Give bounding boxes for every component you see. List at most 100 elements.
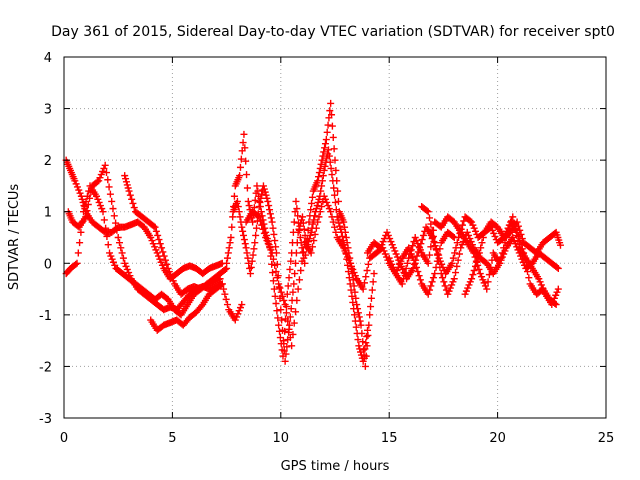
data-point-interp (362, 273, 370, 281)
data-point (294, 285, 302, 293)
data-point-interp (260, 185, 268, 193)
data-point-interp (484, 278, 492, 286)
data-point-interp (266, 210, 274, 218)
data-point-interp (400, 269, 408, 277)
data-point (556, 241, 564, 249)
data-point-interp (477, 244, 485, 252)
data-point-interp (440, 278, 448, 286)
data-point-interp (97, 171, 105, 179)
data-point-interp (289, 330, 297, 338)
data-point-interp (312, 224, 320, 232)
data-point-interp (449, 232, 457, 240)
data-point-interp (427, 220, 435, 228)
data-point-interp (400, 275, 408, 283)
data-point-interp (415, 243, 423, 251)
data-point-interp (363, 267, 371, 275)
data-point (223, 259, 231, 267)
data-point-interp (128, 195, 136, 203)
data-point-interp (270, 230, 278, 238)
data-point-interp (272, 268, 280, 276)
data-point-interp (123, 265, 131, 273)
data-point (227, 234, 235, 241)
data-point (444, 290, 452, 298)
data-point-interp (279, 337, 287, 345)
data-point-interp (317, 160, 325, 168)
data-point-interp (110, 212, 118, 220)
data-point-interp (272, 243, 280, 251)
data-point (259, 182, 267, 190)
data-point (535, 275, 543, 283)
data-point-interp (467, 238, 475, 246)
data-point-interp (293, 296, 301, 304)
data-point (359, 357, 367, 365)
data-point-interp (246, 264, 254, 272)
data-point-interp (104, 241, 112, 249)
data-point-interp (386, 235, 394, 243)
data-point-interp (271, 292, 279, 300)
data-point-interp (352, 323, 360, 331)
data-point (520, 249, 528, 257)
data-point-interp (334, 187, 342, 195)
data-point (431, 239, 439, 247)
data-point-interp (369, 278, 377, 286)
data-point-interp (413, 237, 421, 245)
data-point-interp (165, 268, 173, 276)
data-point-interp (452, 269, 460, 277)
data-point-interp (259, 225, 267, 233)
data-point-interp (125, 269, 133, 277)
data-point-interp (293, 205, 301, 213)
data-point-interp (360, 279, 368, 287)
data-point (296, 234, 304, 241)
data-point-interp (96, 174, 104, 182)
data-point-interp (100, 216, 108, 224)
data-point-interp (465, 231, 473, 239)
data-point-interp (475, 265, 483, 273)
y-tick-label: 3 (44, 103, 52, 118)
data-point-interp (152, 227, 160, 235)
data-point (552, 301, 560, 309)
data-point-interp (503, 227, 511, 235)
data-point (125, 187, 133, 195)
data-point (554, 264, 562, 272)
data-points (62, 99, 564, 370)
data-point (277, 306, 285, 314)
data-point-interp (453, 262, 461, 270)
data-point-interp (220, 285, 228, 293)
data-point-interp (350, 305, 358, 313)
data-point (351, 311, 359, 319)
data-point-interp (449, 254, 457, 262)
data-point-interp (108, 255, 116, 263)
data-point-interp (228, 223, 236, 231)
data-point-interp (81, 203, 89, 211)
data-point-interp (109, 205, 117, 213)
data-point-interp (466, 235, 474, 243)
data-point-interp (306, 231, 314, 239)
data-point-interp (149, 240, 157, 248)
y-axis-label: SDTVAR / TECUs (7, 184, 22, 291)
data-point-interp (338, 232, 346, 240)
data-point-interp (233, 313, 241, 321)
data-point-interp (466, 278, 474, 286)
data-point-interp (241, 144, 249, 152)
data-point-interp (276, 284, 284, 292)
data-point-interp (469, 221, 477, 229)
data-point-interp (345, 256, 353, 264)
data-point-interp (315, 213, 323, 221)
data-point-interp (262, 191, 270, 199)
data-point (108, 197, 116, 205)
data-point (101, 161, 109, 169)
data-point-interp (82, 197, 90, 205)
x-tick-label: 5 (168, 431, 176, 446)
data-point-interp (237, 155, 245, 163)
data-point (346, 259, 354, 267)
data-point (483, 285, 491, 293)
data-point-interp (76, 239, 84, 247)
data-point (455, 234, 463, 241)
data-point (153, 249, 161, 257)
data-point-interp (79, 198, 87, 206)
data-point-interp (328, 122, 336, 130)
data-point-interp (391, 247, 399, 255)
data-point (377, 244, 385, 252)
data-point (244, 197, 252, 205)
data-point-interp (412, 256, 420, 264)
